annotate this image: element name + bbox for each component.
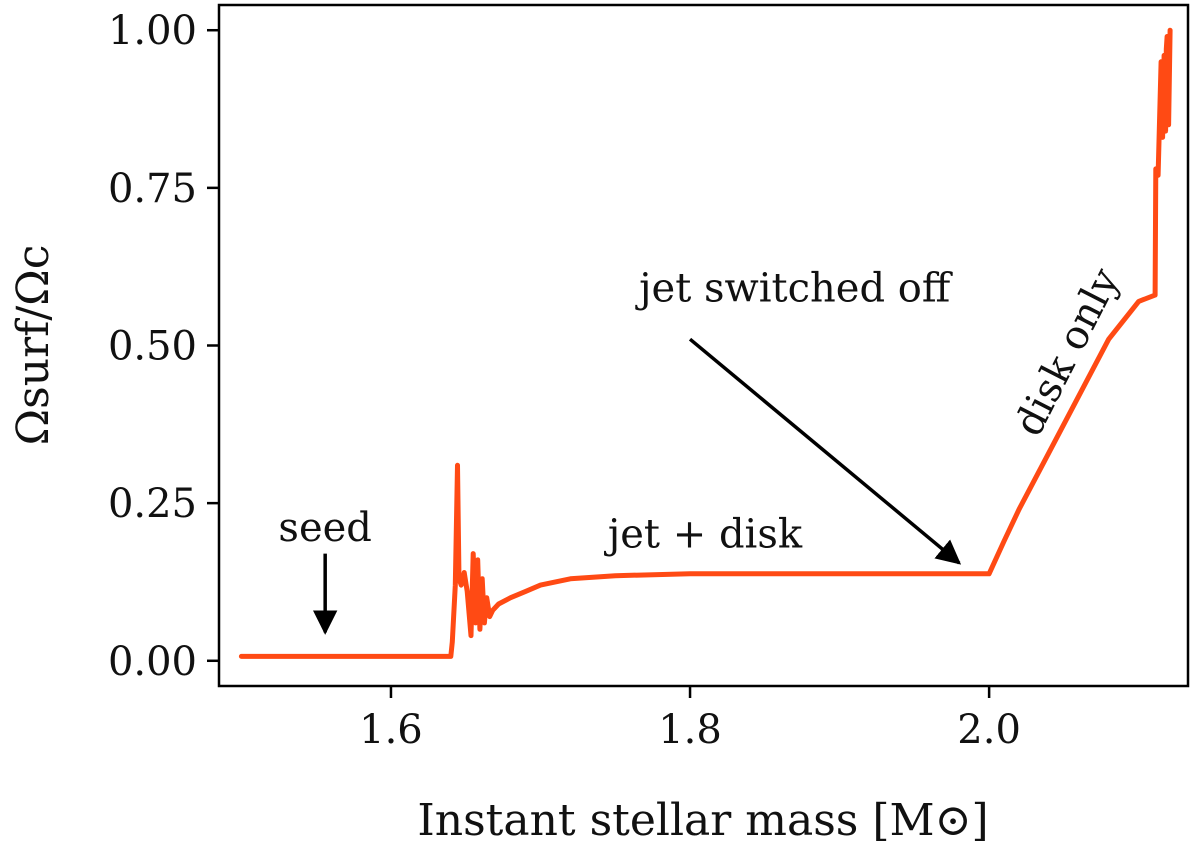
- x-tick-label: 2.0: [957, 707, 1021, 753]
- y-tick-label: 0.00: [108, 639, 197, 685]
- plot-frame: [217, 3, 1190, 688]
- arrows: [312, 337, 962, 635]
- series-line: [238, 27, 1173, 659]
- x-axis: 1.6 1.8 2.0: [359, 686, 1021, 753]
- y-tick-label: 1.00: [108, 8, 197, 54]
- y-tick-label: 0.25: [108, 481, 197, 527]
- y-axis: 0.00 0.25 0.50 0.75 1.00: [108, 8, 219, 685]
- annotation-arrow: [688, 337, 962, 565]
- y-tick-label: 0.50: [108, 324, 197, 370]
- annotation-label: seed: [278, 505, 371, 551]
- annotation-label: jet + disk: [604, 511, 803, 557]
- y-axis-label: Ωsurf/Ωc: [8, 245, 59, 446]
- annotation-label: jet switched off: [635, 265, 953, 311]
- x-tick-label: 1.6: [359, 707, 423, 753]
- x-axis-label: Instant stellar mass [M⊙]: [417, 795, 988, 846]
- y-tick-label: 0.75: [108, 166, 197, 212]
- x-tick-label: 1.8: [658, 707, 722, 753]
